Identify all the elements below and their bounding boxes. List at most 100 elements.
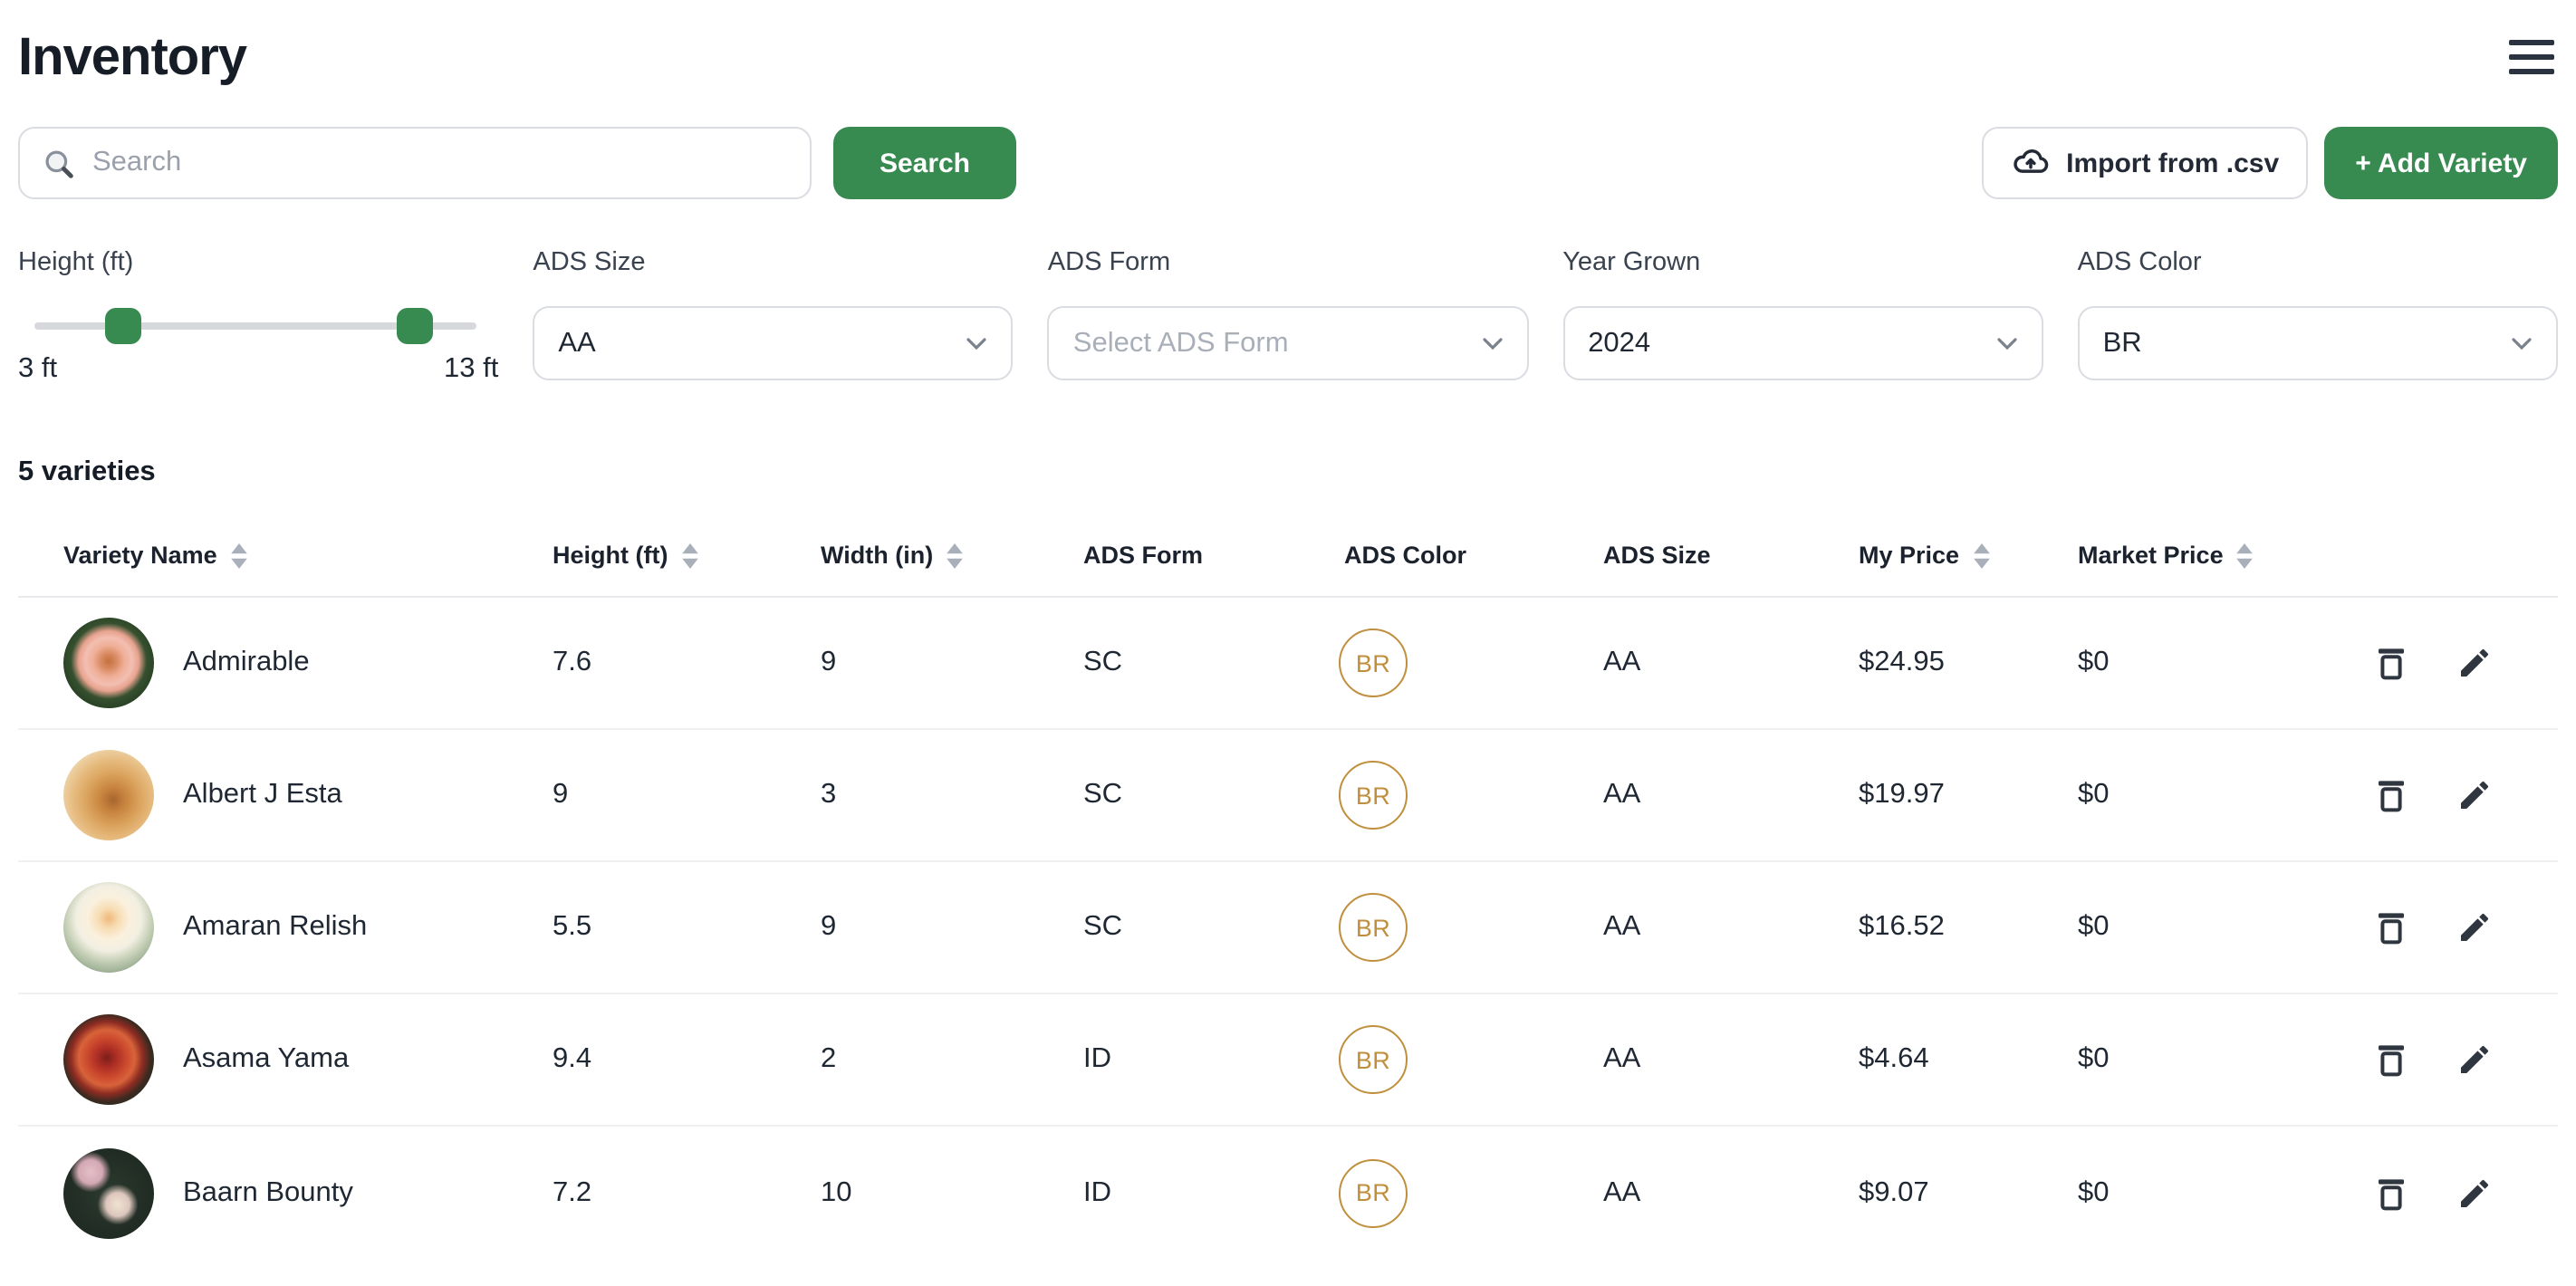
trash-icon bbox=[2379, 1178, 2404, 1210]
chevron-down-icon bbox=[2512, 337, 2532, 350]
import-csv-label: Import from .csv bbox=[2066, 148, 2280, 178]
edit-button[interactable] bbox=[2451, 772, 2498, 819]
sort-icon[interactable] bbox=[1972, 542, 1990, 568]
pencil-icon bbox=[2461, 781, 2489, 809]
ads-size-label: ADS Size bbox=[533, 248, 646, 277]
cell-width: 10 bbox=[821, 1176, 852, 1207]
cell-market-price: $0 bbox=[2078, 1176, 2110, 1207]
year-grown-value: 2024 bbox=[1588, 327, 1651, 358]
import-csv-button[interactable]: Import from .csv bbox=[1981, 127, 2309, 199]
variety-photo bbox=[63, 1147, 154, 1238]
variety-photo bbox=[63, 750, 154, 840]
cell-ads-form: ID bbox=[1083, 1043, 1111, 1074]
table-row: Albert J Esta 9 3 SC BR AA $19.97 $0 bbox=[18, 730, 2558, 862]
ads-size-value: AA bbox=[558, 327, 596, 358]
cell-width: 9 bbox=[821, 647, 837, 677]
variety-name: Admirable bbox=[183, 647, 310, 677]
ads-color-badge: BR bbox=[1339, 1025, 1408, 1094]
cell-my-price: $9.07 bbox=[1859, 1176, 1929, 1207]
sort-icon[interactable] bbox=[230, 542, 248, 568]
trash-icon bbox=[2379, 781, 2404, 812]
cell-my-price: $24.95 bbox=[1859, 647, 1945, 677]
ads-color-label: ADS Color bbox=[2077, 248, 2202, 277]
ads-form-label: ADS Form bbox=[1047, 248, 1171, 277]
trash-icon bbox=[2379, 913, 2404, 945]
year-grown-label: Year Grown bbox=[1562, 248, 1701, 277]
column-header-variety-name[interactable]: Variety Name bbox=[63, 542, 553, 569]
delete-button[interactable] bbox=[2368, 1034, 2415, 1085]
cell-my-price: $4.64 bbox=[1859, 1043, 1929, 1074]
edit-button[interactable] bbox=[2451, 1169, 2498, 1216]
filter-ads-form: ADS Form Select ADS Form bbox=[1047, 248, 1529, 380]
table-row: Asama Yama 9.4 2 ID BR AA $4.64 $0 bbox=[18, 994, 2558, 1127]
filters-row: Height (ft) 3 ft 13 ft ADS Size AA ADS F… bbox=[18, 248, 2558, 384]
ads-form-select[interactable]: Select ADS Form bbox=[1047, 306, 1529, 380]
table-row: Admirable 7.6 9 SC BR AA $24.95 $0 bbox=[18, 598, 2558, 730]
filter-height: Height (ft) 3 ft 13 ft bbox=[18, 248, 498, 384]
table-row: Baarn Bounty 7.2 10 ID BR AA $9.07 $0 bbox=[18, 1127, 2558, 1259]
cell-market-price: $0 bbox=[2078, 779, 2110, 810]
ads-color-value: BR bbox=[2102, 327, 2142, 358]
sort-icon[interactable] bbox=[2236, 542, 2254, 568]
search-box[interactable] bbox=[18, 127, 812, 199]
page-title: Inventory bbox=[18, 29, 247, 87]
delete-button[interactable] bbox=[2368, 902, 2415, 953]
chevron-down-icon bbox=[1996, 337, 2017, 350]
variety-name: Asama Yama bbox=[183, 1043, 350, 1074]
cell-my-price: $16.52 bbox=[1859, 911, 1945, 942]
varieties-count: 5 varieties bbox=[18, 456, 156, 487]
search-icon bbox=[45, 149, 73, 178]
menu-icon[interactable] bbox=[2505, 33, 2558, 82]
cell-ads-form: SC bbox=[1083, 911, 1123, 942]
search-button[interactable]: Search bbox=[833, 127, 1016, 199]
edit-button[interactable] bbox=[2451, 639, 2498, 686]
column-header-my-price[interactable]: My Price bbox=[1859, 542, 2078, 569]
cell-ads-size: AA bbox=[1603, 647, 1641, 677]
cell-height: 9.4 bbox=[553, 1043, 592, 1074]
pencil-icon bbox=[2461, 913, 2489, 941]
table-body: Admirable 7.6 9 SC BR AA $24.95 $0 bbox=[18, 598, 2558, 1259]
ads-color-badge: BR bbox=[1339, 1158, 1408, 1227]
column-header-height[interactable]: Height (ft) bbox=[553, 542, 821, 569]
trash-icon bbox=[2379, 648, 2404, 680]
cell-ads-size: AA bbox=[1603, 779, 1641, 810]
edit-button[interactable] bbox=[2451, 1036, 2498, 1083]
column-header-width[interactable]: Width (in) bbox=[821, 542, 1083, 569]
cell-ads-size: AA bbox=[1603, 1043, 1641, 1074]
toolbar: Search Import from .csv + Add Variety bbox=[18, 127, 2558, 199]
cell-height: 7.2 bbox=[553, 1176, 592, 1207]
year-grown-select[interactable]: 2024 bbox=[1562, 306, 2043, 380]
cell-market-price: $0 bbox=[2078, 1043, 2110, 1074]
height-filter-label: Height (ft) bbox=[18, 248, 134, 277]
ads-size-select[interactable]: AA bbox=[533, 306, 1014, 380]
chevron-down-icon bbox=[1482, 337, 1502, 350]
cell-width: 9 bbox=[821, 911, 837, 942]
filter-ads-color: ADS Color BR bbox=[2077, 248, 2558, 380]
slider-track[interactable] bbox=[34, 308, 477, 344]
ads-form-placeholder: Select ADS Form bbox=[1072, 327, 1289, 358]
edit-button[interactable] bbox=[2451, 904, 2498, 951]
search-input[interactable] bbox=[92, 147, 788, 179]
delete-button[interactable] bbox=[2368, 638, 2415, 688]
variety-name: Amaran Relish bbox=[183, 911, 368, 942]
height-range-slider: 3 ft 13 ft bbox=[18, 306, 498, 384]
cell-ads-form: SC bbox=[1083, 647, 1123, 677]
chevron-down-icon bbox=[967, 337, 987, 350]
delete-button[interactable] bbox=[2368, 1167, 2415, 1218]
sort-icon[interactable] bbox=[680, 542, 698, 568]
cell-my-price: $19.97 bbox=[1859, 779, 1945, 810]
pencil-icon bbox=[2461, 648, 2489, 677]
slider-handle-min[interactable] bbox=[104, 308, 141, 344]
add-variety-button[interactable]: + Add Variety bbox=[2324, 127, 2558, 199]
cell-market-price: $0 bbox=[2078, 911, 2110, 942]
column-header-market-price[interactable]: Market Price bbox=[2078, 542, 2359, 569]
cell-height: 7.6 bbox=[553, 647, 592, 677]
pencil-icon bbox=[2461, 1045, 2489, 1073]
cell-width: 3 bbox=[821, 779, 837, 810]
cell-height: 5.5 bbox=[553, 911, 592, 942]
variety-photo bbox=[63, 1014, 154, 1105]
slider-handle-max[interactable] bbox=[397, 308, 433, 344]
delete-button[interactable] bbox=[2368, 770, 2415, 821]
ads-color-select[interactable]: BR bbox=[2077, 306, 2558, 380]
sort-icon[interactable] bbox=[946, 542, 964, 568]
